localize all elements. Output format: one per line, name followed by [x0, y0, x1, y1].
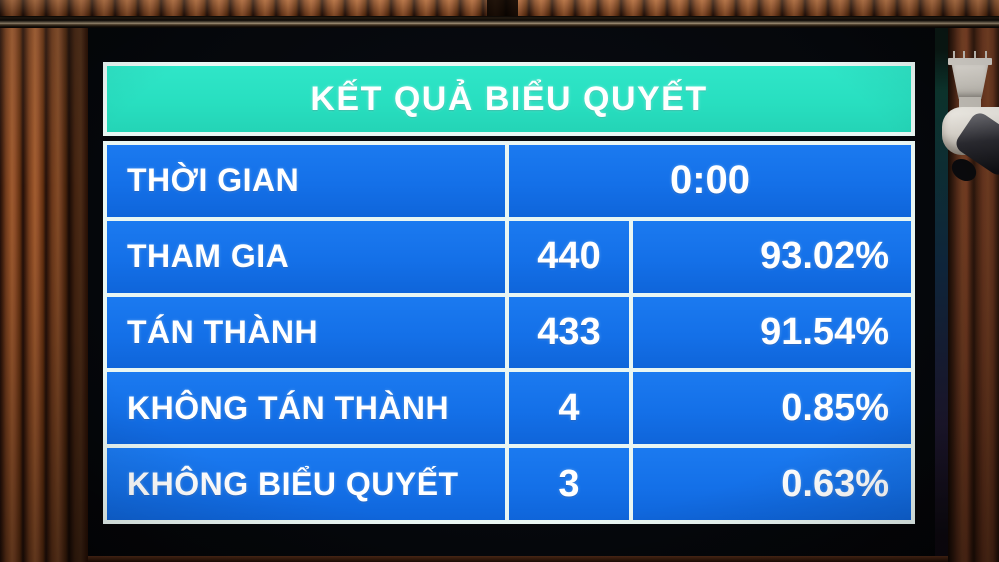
- count-approve: 433: [509, 296, 629, 369]
- screen-bezel: KẾT QUẢ BIỂU QUYẾT THỜI GIAN 0:00 THAM G…: [88, 28, 935, 556]
- percent-disapprove: 0.85%: [633, 372, 911, 445]
- count-disapprove: 4: [509, 372, 629, 445]
- row-label-time: THỜI GIAN: [107, 145, 505, 217]
- screen-edge-glow: [935, 28, 948, 556]
- wall-panel-gap: [487, 0, 518, 16]
- percent-approve: 91.54%: [633, 296, 911, 369]
- board-title: KẾT QUẢ BIỂU QUYẾT: [310, 79, 708, 118]
- voting-results-table: KẾT QUẢ BIỂU QUYẾT THỜI GIAN 0:00 THAM G…: [103, 62, 915, 524]
- row-label-approve: TÁN THÀNH: [107, 296, 505, 369]
- wall-base-strip: [88, 556, 948, 562]
- camera-neck: [959, 97, 981, 109]
- row-label-participated: THAM GIA: [107, 220, 505, 293]
- time-value: 0:00: [509, 145, 911, 217]
- row-label-disapprove: KHÔNG TÁN THÀNH: [107, 372, 505, 445]
- count-participated: 440: [509, 220, 629, 293]
- camera-pin-icon: [963, 51, 965, 59]
- percent-abstain: 0.63%: [633, 448, 911, 520]
- camera-pin-icon: [953, 51, 955, 59]
- results-grid: THỜI GIAN 0:00 THAM GIA 440 93.02% TÁN T…: [103, 141, 915, 524]
- camera-bracket: [951, 65, 989, 99]
- camera-pin-icon: [985, 51, 987, 59]
- camera-mount-plate: [948, 58, 992, 65]
- row-label-abstain: KHÔNG BIỂU QUYẾT: [107, 448, 505, 520]
- wood-wall-left: [0, 28, 88, 562]
- security-camera: [938, 48, 999, 208]
- percent-participated: 93.02%: [633, 220, 911, 293]
- wall-rail: [0, 16, 999, 28]
- camera-pin-icon: [974, 51, 976, 59]
- board-title-bar: KẾT QUẢ BIỂU QUYẾT: [103, 62, 915, 136]
- count-abstain: 3: [509, 448, 629, 520]
